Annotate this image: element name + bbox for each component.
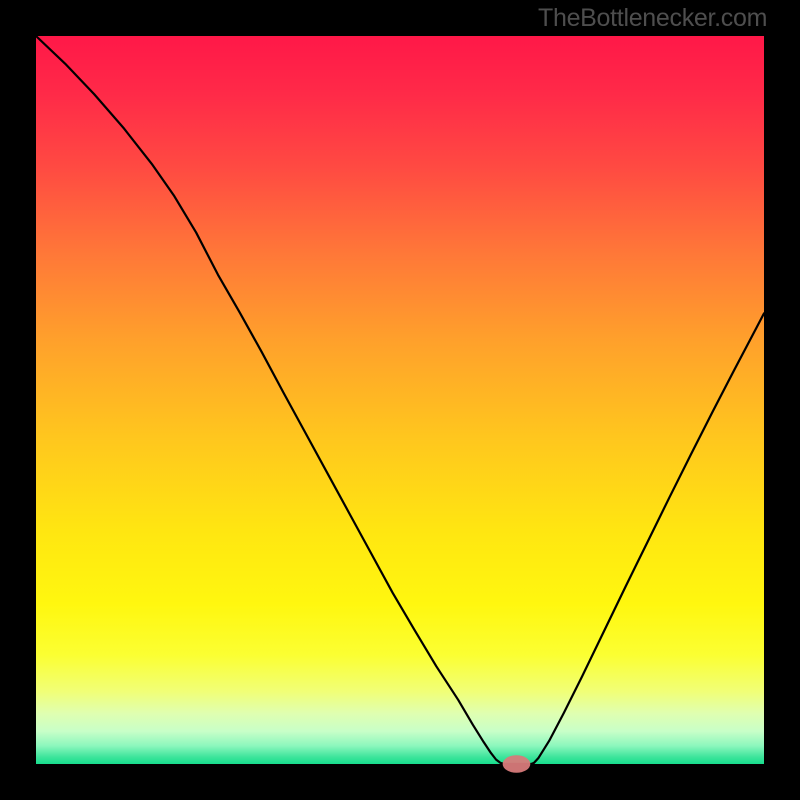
plot-svg bbox=[0, 0, 800, 800]
chart-frame: TheBottlenecker.com bbox=[0, 0, 800, 800]
watermark-text: TheBottlenecker.com bbox=[538, 4, 767, 33]
optimal-marker bbox=[503, 755, 531, 772]
plot-background bbox=[36, 36, 764, 764]
